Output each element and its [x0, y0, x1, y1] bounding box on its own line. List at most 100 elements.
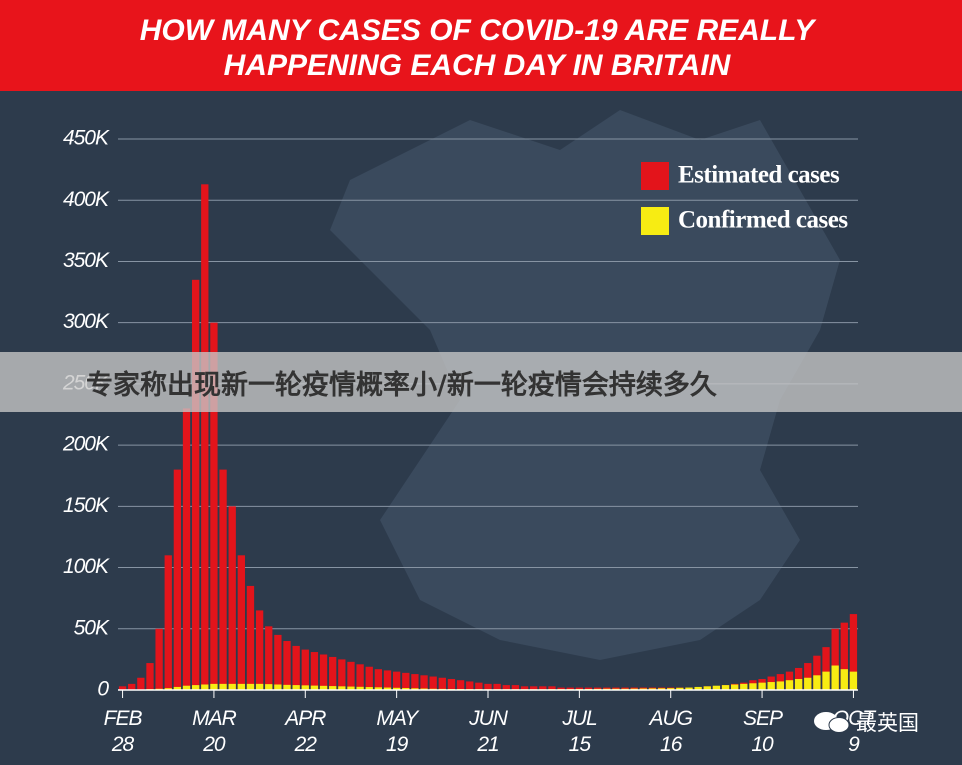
bar	[274, 684, 282, 690]
bar	[603, 687, 611, 690]
bar	[685, 687, 693, 690]
y-tick-label: 50K	[74, 616, 110, 639]
y-tick-label: 0	[97, 678, 109, 701]
bar	[676, 687, 684, 690]
bar	[182, 408, 191, 690]
x-tick-label: APR 22	[285, 707, 326, 756]
bar	[274, 634, 282, 690]
bar	[749, 683, 757, 690]
bar	[210, 322, 218, 690]
x-tick-label: JUL 15	[562, 707, 597, 756]
bar	[767, 682, 775, 690]
bar	[539, 686, 547, 690]
bar	[621, 687, 629, 690]
bar	[575, 687, 584, 690]
bar	[667, 688, 675, 690]
bar	[712, 685, 721, 690]
bar	[292, 685, 300, 690]
bar	[804, 677, 812, 690]
bar	[292, 645, 300, 690]
bar	[246, 683, 255, 690]
y-tick-label: 150K	[63, 494, 110, 517]
y-tick-label: 100K	[63, 555, 110, 578]
bar	[155, 628, 163, 690]
bar	[456, 680, 465, 690]
bar	[182, 685, 191, 690]
bar	[164, 555, 172, 690]
bar	[164, 688, 172, 690]
bar	[475, 682, 483, 690]
x-tick-label: FEB 28	[103, 707, 143, 756]
x-tick-label: MAY 19	[376, 707, 418, 756]
legend-label: Estimated cases	[678, 162, 840, 189]
bar	[657, 688, 666, 690]
bar	[319, 685, 328, 690]
bar	[310, 685, 319, 690]
watermark: 最英国	[812, 707, 919, 737]
y-tick-label: 450K	[63, 127, 110, 150]
bar	[703, 686, 711, 690]
bar	[612, 687, 620, 690]
bar	[813, 675, 821, 690]
bar	[493, 683, 501, 690]
bar	[411, 688, 419, 690]
bar	[374, 687, 383, 690]
bar	[192, 685, 200, 690]
bar	[731, 684, 739, 690]
bar	[438, 677, 446, 690]
bar	[374, 669, 383, 690]
bar	[192, 279, 200, 690]
bar	[566, 687, 574, 690]
bar	[804, 663, 812, 690]
bar	[740, 683, 748, 690]
bar	[301, 685, 309, 690]
bar	[365, 666, 373, 690]
bar	[831, 665, 839, 690]
bar	[356, 686, 364, 690]
bar	[255, 610, 264, 690]
bar	[347, 686, 355, 690]
bar	[813, 655, 821, 690]
bar	[201, 184, 209, 690]
bar	[128, 683, 136, 690]
bar	[237, 683, 245, 690]
bar	[831, 628, 839, 690]
bar	[329, 656, 337, 690]
banner-text: 专家称出现新一轮疫情概率小/新一轮疫情会持续多久	[86, 369, 717, 401]
bar	[822, 647, 830, 690]
bar	[548, 686, 556, 690]
bar	[301, 649, 309, 690]
bar	[146, 663, 154, 690]
bar	[794, 678, 803, 690]
bar	[283, 684, 291, 690]
bar	[310, 652, 319, 690]
legend-swatch	[641, 162, 669, 190]
bar	[776, 681, 784, 690]
bar	[758, 682, 766, 690]
bar	[329, 686, 337, 690]
bar	[557, 687, 565, 690]
legend-label: Confirmed cases	[678, 207, 848, 234]
bar	[840, 669, 848, 690]
legend-swatch	[641, 207, 669, 235]
bar	[584, 687, 593, 690]
bar	[118, 686, 127, 690]
bar	[694, 686, 702, 690]
bar	[484, 683, 492, 690]
bar	[420, 675, 428, 690]
chart-title: HOW MANY CASES OF COVID-19 ARE REALLY	[140, 14, 817, 47]
bar	[265, 626, 273, 690]
bar	[785, 680, 794, 690]
bar	[173, 686, 182, 690]
bar	[849, 671, 858, 690]
bar	[319, 654, 328, 690]
bar	[822, 671, 830, 690]
bar	[338, 659, 346, 690]
bar	[265, 684, 273, 690]
x-tick-label: AUG 16	[649, 707, 693, 756]
bar	[246, 585, 255, 690]
bar	[228, 683, 236, 690]
wechat-icon	[814, 712, 850, 733]
bar	[383, 670, 392, 690]
